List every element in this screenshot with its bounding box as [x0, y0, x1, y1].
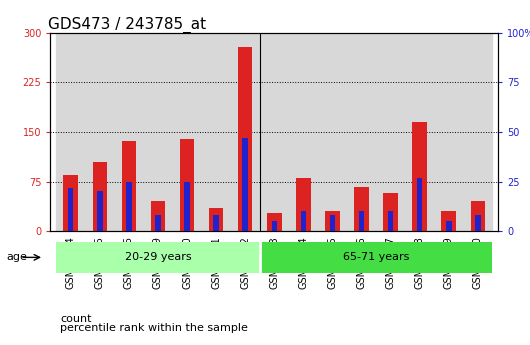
Bar — [388, 211, 393, 231]
Bar — [201, 33, 231, 231]
Bar — [151, 201, 165, 231]
Bar — [446, 221, 452, 231]
Text: 20-29 years: 20-29 years — [125, 252, 191, 262]
Bar — [260, 241, 492, 273]
Bar — [209, 208, 223, 231]
Bar — [56, 241, 260, 273]
Text: count: count — [60, 314, 91, 324]
Bar — [441, 211, 456, 231]
Bar — [260, 33, 289, 231]
Bar — [155, 215, 161, 231]
Bar — [405, 33, 434, 231]
Bar — [347, 33, 376, 231]
Bar — [463, 33, 492, 231]
Bar — [434, 33, 463, 231]
Bar — [417, 178, 422, 231]
Bar — [56, 33, 85, 231]
Bar — [93, 162, 107, 231]
Text: GDS473 / 243785_at: GDS473 / 243785_at — [48, 17, 206, 33]
Bar — [114, 33, 144, 231]
Bar — [85, 33, 114, 231]
Bar — [376, 33, 405, 231]
Bar — [121, 140, 136, 231]
Bar — [68, 188, 74, 231]
Bar — [214, 215, 219, 231]
Bar — [97, 191, 102, 231]
Bar — [471, 201, 485, 231]
Bar — [180, 139, 195, 231]
Text: 65-71 years: 65-71 years — [343, 252, 409, 262]
Bar — [231, 33, 260, 231]
Bar — [172, 33, 201, 231]
Bar — [267, 213, 281, 231]
Bar — [242, 138, 248, 231]
Bar — [296, 178, 311, 231]
Bar — [289, 33, 318, 231]
Bar — [64, 175, 78, 231]
Bar — [359, 211, 364, 231]
Text: percentile rank within the sample: percentile rank within the sample — [60, 324, 248, 333]
Bar — [184, 181, 190, 231]
Bar — [354, 187, 369, 231]
Bar — [330, 215, 335, 231]
Bar — [383, 193, 398, 231]
Bar — [301, 211, 306, 231]
Text: age: age — [6, 252, 27, 262]
Bar — [475, 215, 481, 231]
Bar — [318, 33, 347, 231]
Bar — [271, 221, 277, 231]
Bar — [238, 47, 252, 231]
Bar — [325, 211, 340, 231]
Bar — [144, 33, 172, 231]
Bar — [126, 181, 131, 231]
Bar — [412, 122, 427, 231]
